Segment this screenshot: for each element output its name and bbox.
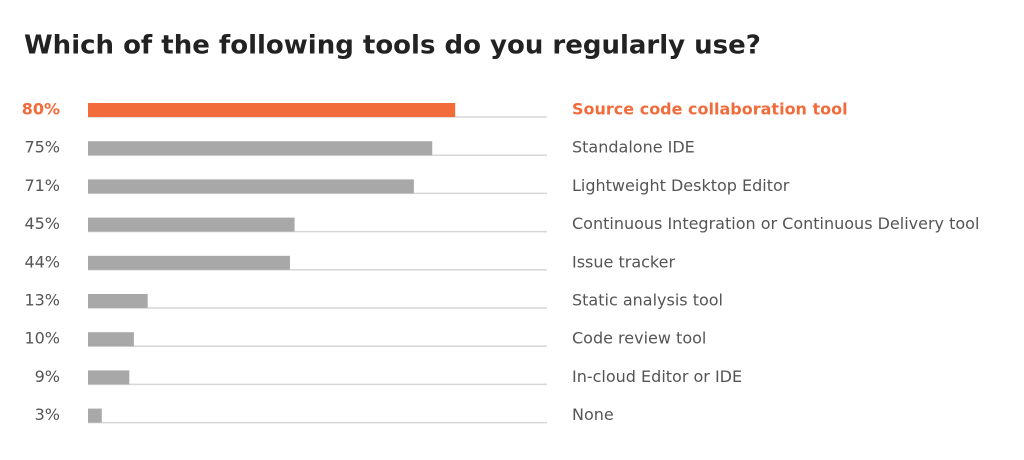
chart-title: Which of the following tools do you regu…: [24, 31, 761, 61]
category-label: Continuous Integration or Continuous Del…: [572, 214, 979, 233]
value-label: 75%: [24, 138, 60, 157]
category-label: Standalone IDE: [572, 138, 695, 157]
bar: [88, 408, 102, 423]
value-label: 3%: [35, 405, 60, 424]
value-label: 80%: [22, 100, 60, 119]
category-label: Code review tool: [572, 329, 706, 348]
bar: [88, 141, 433, 156]
bar: [88, 103, 456, 117]
bar: [88, 255, 290, 270]
category-label: Source code collaboration tool: [572, 100, 848, 119]
value-label: 44%: [24, 252, 60, 271]
category-label: Static analysis tool: [572, 291, 723, 310]
category-label: None: [572, 405, 614, 424]
value-label: 71%: [24, 176, 60, 195]
category-label: Issue tracker: [572, 252, 675, 271]
value-label: 9%: [35, 367, 60, 386]
category-label: In-cloud Editor or IDE: [572, 367, 742, 386]
bar: [88, 217, 295, 232]
value-label: 10%: [24, 329, 60, 348]
value-label: 45%: [24, 214, 60, 233]
bar: [88, 294, 148, 308]
bar: [88, 370, 130, 385]
bar: [88, 179, 414, 194]
category-label: Lightweight Desktop Editor: [572, 176, 790, 195]
value-label: 13%: [24, 291, 60, 310]
bar: [88, 332, 134, 347]
